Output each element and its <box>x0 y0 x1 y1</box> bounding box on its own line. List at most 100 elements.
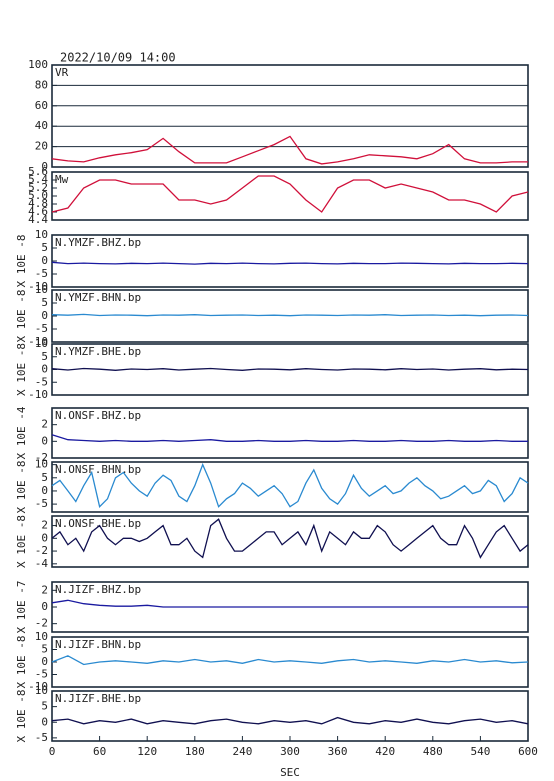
panel-label: N.YMZF.BHN.bp <box>55 291 141 304</box>
y-tick-label: 4.4 <box>28 213 48 226</box>
y-axis-label: X 10E -8 <box>15 235 28 288</box>
panel-label: Mw <box>55 173 69 186</box>
y-tick-label: 10 <box>35 337 48 350</box>
series-line <box>51 599 528 608</box>
y-tick-label: 5 <box>41 296 48 309</box>
x-tick-label: 240 <box>232 745 252 758</box>
panel-frame <box>51 515 529 568</box>
y-tick-label: 0 <box>41 600 48 613</box>
x-tick-label: 360 <box>328 745 348 758</box>
y-tick-label: 10 <box>35 458 48 471</box>
x-tick-label: 600 <box>518 745 538 758</box>
header-title: 2022/10/09 14:00 <box>60 51 176 65</box>
y-tick-label: 4.8 <box>28 197 48 210</box>
y-tick-label: 20 <box>35 140 48 153</box>
y-tick-label: 5.0 <box>28 189 48 202</box>
y-axis-label: X 10E -8 <box>15 343 28 396</box>
y-tick-label: 5.6 <box>28 165 48 178</box>
series-line <box>51 655 529 666</box>
y-tick-label: 0 <box>41 531 48 544</box>
y-tick-label: -10 <box>28 335 48 348</box>
panel-label: N.ONSF.BHZ.bp <box>55 409 141 422</box>
y-tick-label: -5 <box>35 322 48 335</box>
panel-label: N.YMZF.BHZ.bp <box>55 236 141 249</box>
series-line <box>51 261 529 265</box>
panel-label: N.ONSF.BHE.bp <box>55 517 141 530</box>
panel-label: N.ONSF.BHN.bp <box>55 463 141 476</box>
x-tick-label: 540 <box>470 745 490 758</box>
y-tick-label: 0 <box>41 655 48 668</box>
y-tick-label: 5.2 <box>28 181 48 194</box>
y-tick-label: 10 <box>35 283 48 296</box>
y-tick-label: 0 <box>41 484 48 497</box>
y-tick-label: -10 <box>28 280 48 293</box>
series-line <box>51 135 528 165</box>
y-axis-label: X 10E -8 <box>15 290 28 343</box>
y-tick-label: 0 <box>41 160 48 173</box>
series-line <box>51 716 529 725</box>
y-axis-label: X 10E -8 <box>15 636 28 689</box>
y-tick-label: 0 <box>41 434 48 447</box>
series-line <box>51 313 529 317</box>
y-tick-label: -5 <box>35 267 48 280</box>
y-tick-label: 80 <box>35 78 48 91</box>
x-axis-label: SEC <box>280 766 300 779</box>
panel-label: N.JIZF.BHE.bp <box>55 692 141 705</box>
series-line <box>51 462 529 508</box>
x-tick-label: 0 <box>49 745 56 758</box>
y-axis-label: X 10E -4 <box>15 406 28 459</box>
x-tick-label: 480 <box>423 745 443 758</box>
y-tick-label: 5 <box>41 643 48 656</box>
y-tick-label: 0 <box>41 715 48 728</box>
y-tick-label: 2 <box>41 583 48 596</box>
y-axis-label: X 10E -8 <box>15 690 28 743</box>
y-tick-label: 10 <box>35 630 48 643</box>
panel-label: VR <box>55 66 69 79</box>
y-tick-label: -5 <box>35 497 48 510</box>
series-line <box>51 518 529 559</box>
y-tick-label: -10 <box>28 388 48 401</box>
x-tick-label: 120 <box>137 745 157 758</box>
y-tick-label: 100 <box>28 58 48 71</box>
y-tick-label: -2 <box>35 451 48 464</box>
y-tick-label: 4.6 <box>28 205 48 218</box>
y-tick-label: -5 <box>35 731 48 744</box>
y-tick-label: 40 <box>35 119 48 132</box>
y-tick-label: -2 <box>35 544 48 557</box>
panel-frame <box>51 407 529 459</box>
y-axis-label: X 10E -7 <box>15 581 28 634</box>
y-tick-label: 0 <box>41 254 48 267</box>
y-tick-label: -10 <box>28 680 48 693</box>
y-tick-label: -5 <box>35 668 48 681</box>
y-tick-label: -4 <box>35 557 49 570</box>
y-tick-label: 5 <box>41 241 48 254</box>
y-tick-label: 5 <box>41 471 48 484</box>
x-tick-label: 180 <box>185 745 205 758</box>
y-axis-label: X 10E -8 <box>15 461 28 514</box>
series-line <box>51 175 529 213</box>
series-line <box>51 434 528 442</box>
y-tick-label: -5 <box>35 375 48 388</box>
y-tick-label: 5 <box>41 700 48 713</box>
panel-label: N.YMZF.BHE.bp <box>55 345 141 358</box>
y-tick-label: 0 <box>41 309 48 322</box>
panel-label: N.JIZF.BHZ.bp <box>55 583 141 596</box>
y-tick-label: 2 <box>41 418 48 431</box>
y-axis-label: X 10E -8 <box>15 515 28 568</box>
y-tick-label: 10 <box>35 684 48 697</box>
y-tick-label: 60 <box>35 99 48 112</box>
x-tick-label: 60 <box>93 745 106 758</box>
y-tick-label: 5 <box>41 350 48 363</box>
y-tick-label: 0 <box>41 363 48 376</box>
series-line <box>51 367 529 371</box>
panel-frame <box>51 171 529 221</box>
x-tick-label: 420 <box>375 745 395 758</box>
y-tick-label: -2 <box>35 617 48 630</box>
panel-label: N.JIZF.BHN.bp <box>55 638 141 651</box>
y-tick-label: 5.4 <box>28 173 48 186</box>
x-tick-label: 300 <box>280 745 300 758</box>
y-tick-label: 10 <box>35 228 48 241</box>
panel-frame <box>51 461 529 513</box>
y-tick-label: 2 <box>41 519 48 532</box>
